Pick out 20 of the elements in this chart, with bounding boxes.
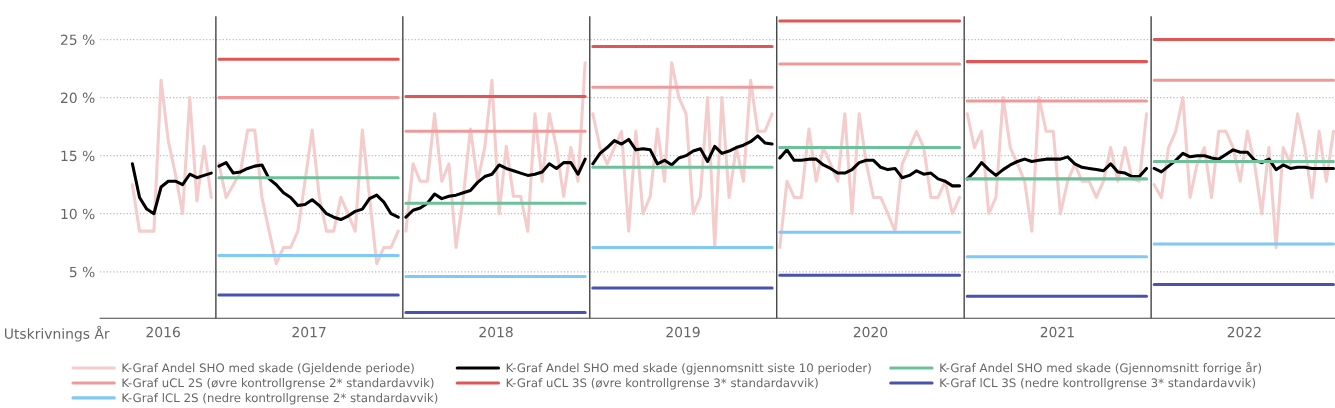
x-tick-label: 2020 [853,326,888,338]
legend-label: K-Graf Andel SHO med skade (Gjennomsnitt forrige år) [940,361,1262,375]
legend-label: K-Graf lCL 3S (nedre kontrollgrense 3* standardavvik) [940,378,1256,390]
legend-label: K-Graf Andel SHO med skade (Gjeldende periode) [122,363,414,375]
legend-label: K-Graf uCL 2S (øvre kontrollgrense 2* standardavvik) [122,378,434,390]
x-tick-label: 2022 [1227,326,1261,338]
y-tick-label: 15 % [61,150,95,162]
y-tick-label: 25 % [61,34,95,46]
x-tick-label: 2017 [292,326,326,338]
y-tick-label: 5 % [69,266,95,278]
legend-label: K-Graf uCL 3S (øvre kontrollgrense 3* standardavvik) [506,378,818,390]
legend-label: K-Graf Andel SHO med skade (gjennomsnitt siste 10 perioder) [506,363,871,375]
x-axis-title: Utskrivnings År [5,325,110,342]
x-tick-label: 2018 [479,326,513,338]
y-tick-label: 20 % [61,92,95,104]
legend-label: K-Graf lCL 2S (nedre kontrollgrense 2* standardavvik) [122,393,438,405]
x-tick-label: 2021 [1040,326,1074,338]
x-tick-label: 2016 [146,326,180,338]
y-tick-label: 10 % [61,208,95,220]
x-tick-label: 2019 [666,326,700,338]
